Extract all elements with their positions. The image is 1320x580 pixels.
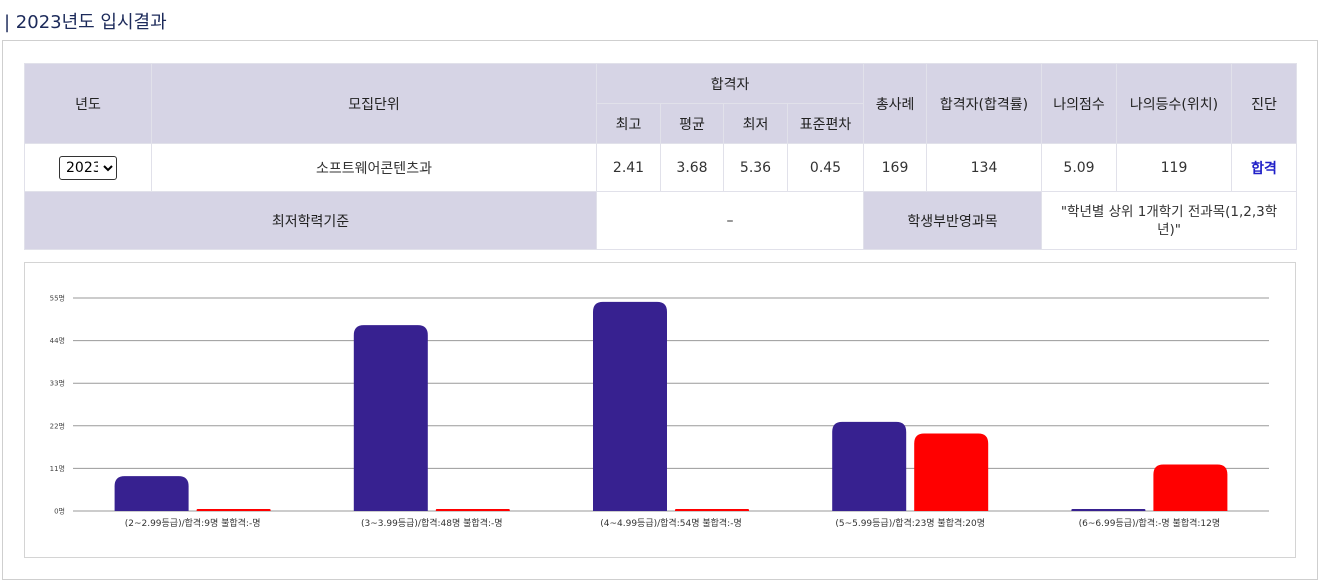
bar xyxy=(435,509,510,511)
grade-distribution-chart: 0명 11명 22명 33명 44명 55명 (2~2.99등급)/합격:9명 불합격:-명… xyxy=(24,262,1296,558)
header-total-cases: 총사례 xyxy=(863,63,928,144)
my-score-cell: 5.09 xyxy=(1041,143,1118,192)
header-passers: 합격자 xyxy=(595,63,865,104)
bar xyxy=(1071,509,1146,511)
min-cell: 5.36 xyxy=(723,143,788,192)
diagnosis-cell: 합격 xyxy=(1231,143,1298,192)
y-tick-label: 55명 xyxy=(50,294,65,303)
header-avg: 평균 xyxy=(660,103,724,144)
header-diagnosis: 진단 xyxy=(1231,63,1298,144)
max-cell: 2.41 xyxy=(596,143,661,192)
header-max: 최고 xyxy=(596,103,661,144)
page-title: | 2023년도 입시결과 xyxy=(4,12,167,33)
header-year: 년도 xyxy=(24,63,152,144)
y-tick-label: 11명 xyxy=(50,464,65,473)
subjects-label: 학생부반영과목 xyxy=(863,191,1043,250)
table-row: 2023 소프트웨어콘텐츠과 2.41 3.68 5.36 0.45 169 1… xyxy=(24,143,1298,192)
bar xyxy=(114,476,189,511)
x-category-label: (3~3.99등급)/합격:48명 불합격:-명 xyxy=(361,517,503,529)
bar xyxy=(1153,464,1228,511)
header-my-rank: 나의등수(위치) xyxy=(1116,63,1233,144)
year-cell: 2023 xyxy=(24,143,152,192)
header-min: 최저 xyxy=(723,103,788,144)
y-tick-label: 22명 xyxy=(50,421,65,430)
x-category-label: (5~5.99등급)/합격:23명 불합격:20명 xyxy=(835,517,985,529)
std-cell: 0.45 xyxy=(786,143,865,192)
bar-chart: 0명 11명 22명 33명 44명 55명 (2~2.99등급)/합격:9명 불합격:-명… xyxy=(50,294,1269,529)
min-standard-label: 최저학력기준 xyxy=(24,191,597,250)
bar xyxy=(832,421,907,511)
passers-cell: 134 xyxy=(926,143,1043,192)
bar xyxy=(196,509,271,511)
year-select[interactable]: 2023 xyxy=(59,155,117,180)
avg-cell: 3.68 xyxy=(660,143,724,192)
unit-cell: 소프트웨어콘텐츠과 xyxy=(151,143,597,192)
header-passers-rate: 합격자(합격률) xyxy=(926,63,1043,144)
total-cases-cell: 169 xyxy=(863,143,928,192)
y-tick-label: 44명 xyxy=(50,336,65,345)
x-category-label: (2~2.99등급)/합격:9명 불합격:-명 xyxy=(125,517,261,529)
results-table: 년도 모집단위 합격자 총사례 합격자(합격률) 나의점수 나의등수(위치) 진… xyxy=(24,63,1298,250)
subjects-value: "학년별 상위 1개학기 전과목(1,2,3학년)" xyxy=(1041,191,1298,250)
bar xyxy=(914,433,989,511)
my-rank-cell: 119 xyxy=(1116,143,1233,192)
header-my-score: 나의점수 xyxy=(1041,63,1118,144)
y-tick-label: 0명 xyxy=(54,507,65,516)
y-tick-label: 33명 xyxy=(50,379,65,388)
diagnosis-badge[interactable]: 합격 xyxy=(1251,160,1277,177)
bar xyxy=(353,325,428,511)
x-category-label: (6~6.99등급)/합격:-명 불합격:12명 xyxy=(1079,517,1221,529)
min-standard-value: – xyxy=(595,191,865,250)
bar xyxy=(593,301,667,511)
x-category-label: (4~4.99등급)/합격:54명 불합격:-명 xyxy=(600,517,742,529)
header-std: 표준편차 xyxy=(786,103,865,144)
header-unit: 모집단위 xyxy=(151,63,597,144)
bar xyxy=(675,509,749,511)
